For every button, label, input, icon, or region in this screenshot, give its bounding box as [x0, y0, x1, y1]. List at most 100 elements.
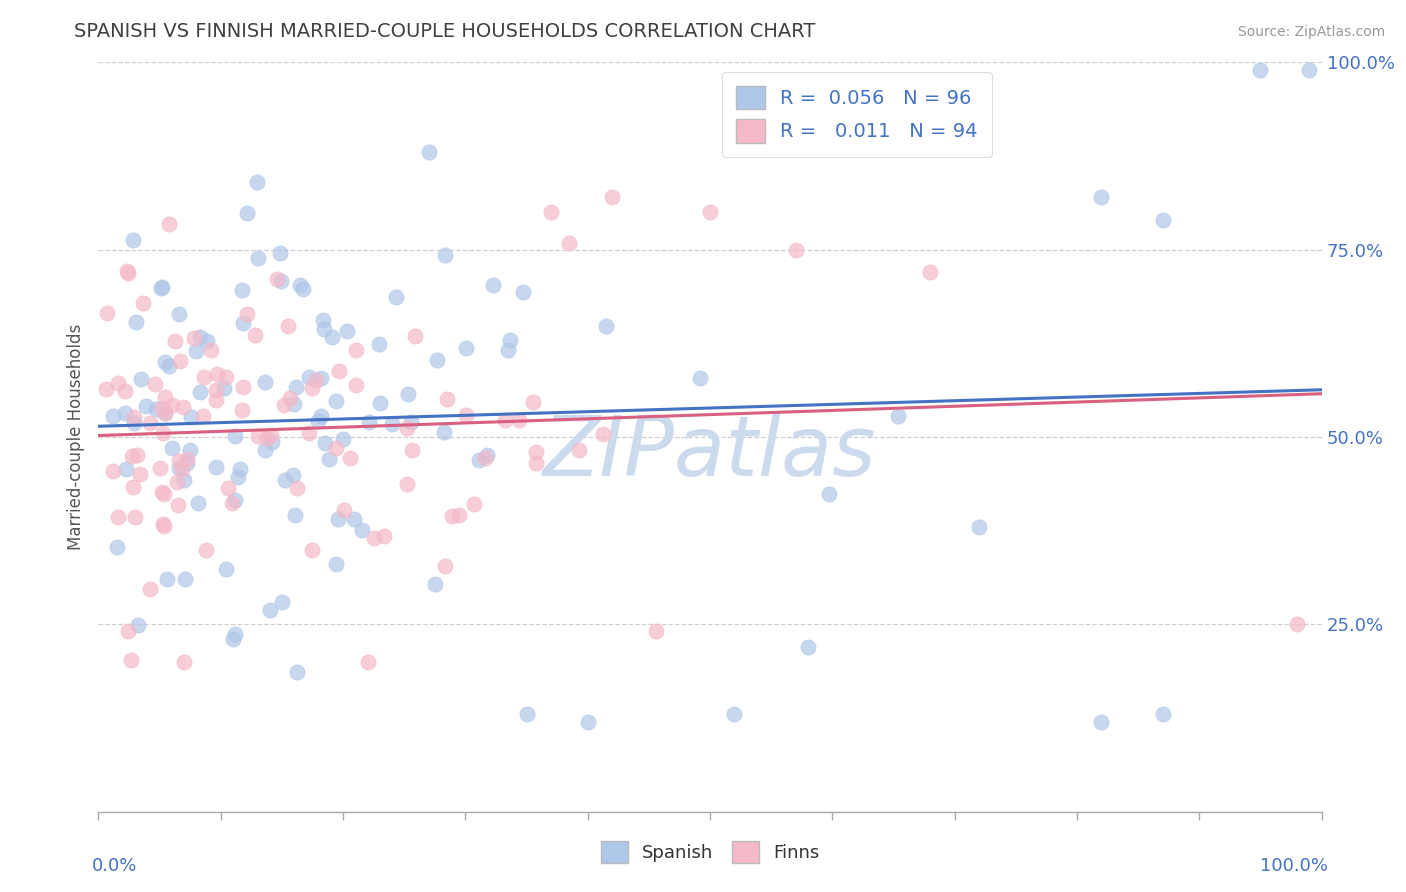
Point	[120, 653, 142, 667]
Point	[456, 342, 478, 356]
Point	[138, 417, 160, 431]
Point	[184, 344, 207, 359]
Text: ZIPatlas: ZIPatlas	[543, 411, 877, 492]
Point	[114, 384, 136, 398]
Text: SPANISH VS FINNISH MARRIED-COUPLE HOUSEHOLDS CORRELATION CHART: SPANISH VS FINNISH MARRIED-COUPLE HOUSEH…	[75, 22, 815, 41]
Point	[456, 408, 478, 422]
Point	[127, 618, 149, 632]
Point	[125, 448, 148, 462]
Point	[1152, 212, 1174, 227]
Point	[121, 480, 143, 494]
Point	[477, 449, 499, 463]
Point	[312, 312, 335, 326]
Point	[117, 624, 139, 638]
Point	[176, 457, 198, 471]
Point	[363, 531, 385, 545]
Point	[433, 248, 456, 262]
Point	[172, 400, 194, 414]
Point	[159, 359, 181, 373]
Point	[153, 487, 176, 501]
Point	[215, 562, 238, 576]
Point	[224, 429, 246, 443]
Point	[468, 452, 491, 467]
Point	[325, 394, 347, 409]
Point	[173, 655, 195, 669]
Point	[117, 266, 139, 280]
Point	[259, 428, 281, 442]
Point	[128, 467, 150, 481]
Point	[1298, 62, 1320, 77]
Point	[256, 431, 278, 445]
Text: 100.0%: 100.0%	[1260, 856, 1327, 875]
Point	[204, 392, 226, 407]
Point	[311, 409, 333, 423]
Point	[217, 481, 239, 495]
Text: Source: ZipAtlas.com: Source: ZipAtlas.com	[1237, 25, 1385, 39]
Point	[290, 278, 312, 293]
Point	[222, 632, 245, 646]
Point	[124, 510, 146, 524]
Point	[524, 456, 547, 470]
Point	[367, 336, 389, 351]
Point	[328, 364, 350, 378]
Point	[433, 425, 456, 440]
Point	[344, 343, 367, 357]
Point	[114, 406, 136, 420]
Point	[515, 707, 537, 722]
Point	[373, 529, 395, 543]
Point	[280, 391, 302, 405]
Point	[235, 206, 257, 220]
Point	[920, 265, 942, 279]
Point	[423, 576, 446, 591]
Point	[188, 329, 211, 343]
Point	[200, 343, 222, 357]
Point	[166, 475, 188, 489]
Point	[160, 442, 183, 456]
Point	[368, 396, 391, 410]
Point	[540, 205, 562, 219]
Point	[325, 557, 347, 571]
Point	[399, 415, 422, 429]
Point	[305, 373, 328, 387]
Point	[215, 369, 238, 384]
Point	[179, 442, 201, 457]
Point	[271, 595, 294, 609]
Point	[139, 582, 162, 596]
Point	[689, 371, 711, 385]
Point	[193, 409, 215, 423]
Point	[170, 462, 193, 476]
Point	[235, 307, 257, 321]
Point	[150, 401, 173, 415]
Point	[336, 324, 359, 338]
Point	[152, 516, 174, 531]
Point	[314, 322, 336, 336]
Point	[148, 461, 170, 475]
Point	[463, 497, 485, 511]
Point	[96, 382, 118, 396]
Point	[482, 278, 505, 293]
Point	[436, 392, 458, 406]
Point	[524, 445, 547, 459]
Point	[167, 498, 190, 512]
Point	[433, 558, 456, 573]
Point	[359, 415, 381, 429]
Point	[285, 665, 308, 679]
Point	[1152, 707, 1174, 722]
Point	[887, 409, 910, 423]
Point	[356, 655, 378, 669]
Point	[595, 319, 617, 334]
Point	[260, 435, 283, 450]
Point	[274, 473, 297, 487]
Point	[152, 426, 174, 441]
Point	[132, 296, 155, 310]
Point	[396, 477, 419, 491]
Point	[167, 454, 190, 468]
Point	[193, 369, 215, 384]
Point	[153, 406, 176, 420]
Point	[381, 417, 404, 432]
Point	[214, 381, 236, 395]
Point	[568, 443, 591, 458]
Point	[143, 376, 166, 391]
Point	[270, 274, 292, 288]
Point	[281, 468, 304, 483]
